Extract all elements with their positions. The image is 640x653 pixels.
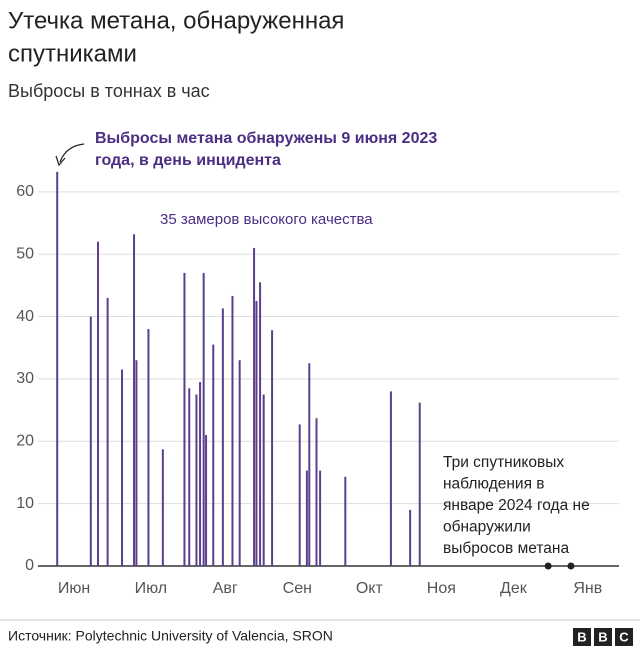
- bar: [205, 435, 208, 566]
- bar: [97, 241, 100, 566]
- annotation-right: январе 2024 года не: [443, 497, 590, 514]
- chart-title: спутниками: [8, 40, 137, 67]
- y-tick-label: 30: [16, 370, 34, 387]
- zero-marker: [544, 562, 552, 570]
- annotation-arrow: [59, 143, 85, 163]
- bar: [308, 363, 311, 566]
- bar: [202, 272, 205, 566]
- bar: [298, 424, 301, 566]
- bar: [106, 297, 109, 566]
- chart-subtitle: Выбросы в тоннах в час: [8, 81, 210, 101]
- y-tick-label: 10: [16, 495, 34, 512]
- bar: [195, 394, 198, 566]
- logo: B B C: [573, 628, 633, 646]
- annotation: Выбросы метана обнаружены 9 июня 2023: [95, 130, 437, 147]
- annotation-right: наблюдения в: [443, 476, 545, 493]
- x-tick-label: Сен: [283, 580, 312, 597]
- bar: [418, 402, 421, 566]
- bar: [212, 344, 215, 566]
- bar: [259, 282, 262, 566]
- annotation-right: обнаружили: [443, 519, 531, 536]
- bar: [56, 171, 59, 567]
- bar: [147, 329, 150, 566]
- bar: [183, 272, 186, 566]
- y-tick-label: 20: [16, 432, 34, 449]
- logo-box: [594, 628, 612, 646]
- chart-title: Утечка метана, обнаруженная: [8, 7, 344, 34]
- bar: [135, 360, 138, 566]
- x-tick-label: Окт: [356, 580, 384, 597]
- bar: [315, 418, 318, 566]
- logo-letter: B: [598, 629, 607, 644]
- x-tick-label: Июн: [58, 580, 90, 597]
- bar: [89, 316, 92, 566]
- bar: [161, 449, 164, 566]
- bar: [305, 470, 308, 566]
- annotation-arrowhead: [55, 155, 66, 167]
- zero-marker: [567, 562, 575, 570]
- logo-box: [573, 628, 591, 646]
- bar: [199, 382, 202, 566]
- x-tick-label: Авг: [213, 580, 238, 597]
- bar: [271, 330, 274, 566]
- bar: [121, 369, 124, 566]
- annotation-right: Три спутниковых: [443, 454, 564, 471]
- logo-letter: C: [619, 629, 629, 644]
- y-tick-label: 0: [25, 557, 34, 574]
- bar: [238, 360, 241, 566]
- bar: [255, 300, 258, 566]
- bar: [389, 391, 392, 566]
- bar: [262, 394, 265, 566]
- annotation: 35 замеров высокого качества: [160, 211, 373, 228]
- y-tick-label: 60: [16, 183, 34, 200]
- logo-letter: B: [577, 629, 586, 644]
- bar: [188, 388, 191, 566]
- logo-box: [615, 628, 633, 646]
- x-tick-label: Июл: [135, 580, 167, 597]
- bar: [319, 470, 322, 566]
- bar: [231, 295, 234, 566]
- bar: [133, 234, 136, 566]
- source: Источник: Polytechnic University of Vale…: [8, 628, 333, 644]
- y-tick-label: 40: [16, 308, 34, 325]
- bar: [409, 509, 412, 566]
- bar: [344, 476, 347, 566]
- annotation-right: выбросов метана: [443, 540, 569, 557]
- x-tick-label: Ноя: [427, 580, 456, 597]
- bar: [253, 247, 256, 566]
- x-tick-label: Дек: [500, 580, 528, 597]
- y-tick-label: 50: [16, 245, 34, 262]
- x-tick-label: Янв: [573, 580, 602, 597]
- bar: [221, 308, 224, 566]
- annotation: года, в день инцидента: [95, 152, 281, 169]
